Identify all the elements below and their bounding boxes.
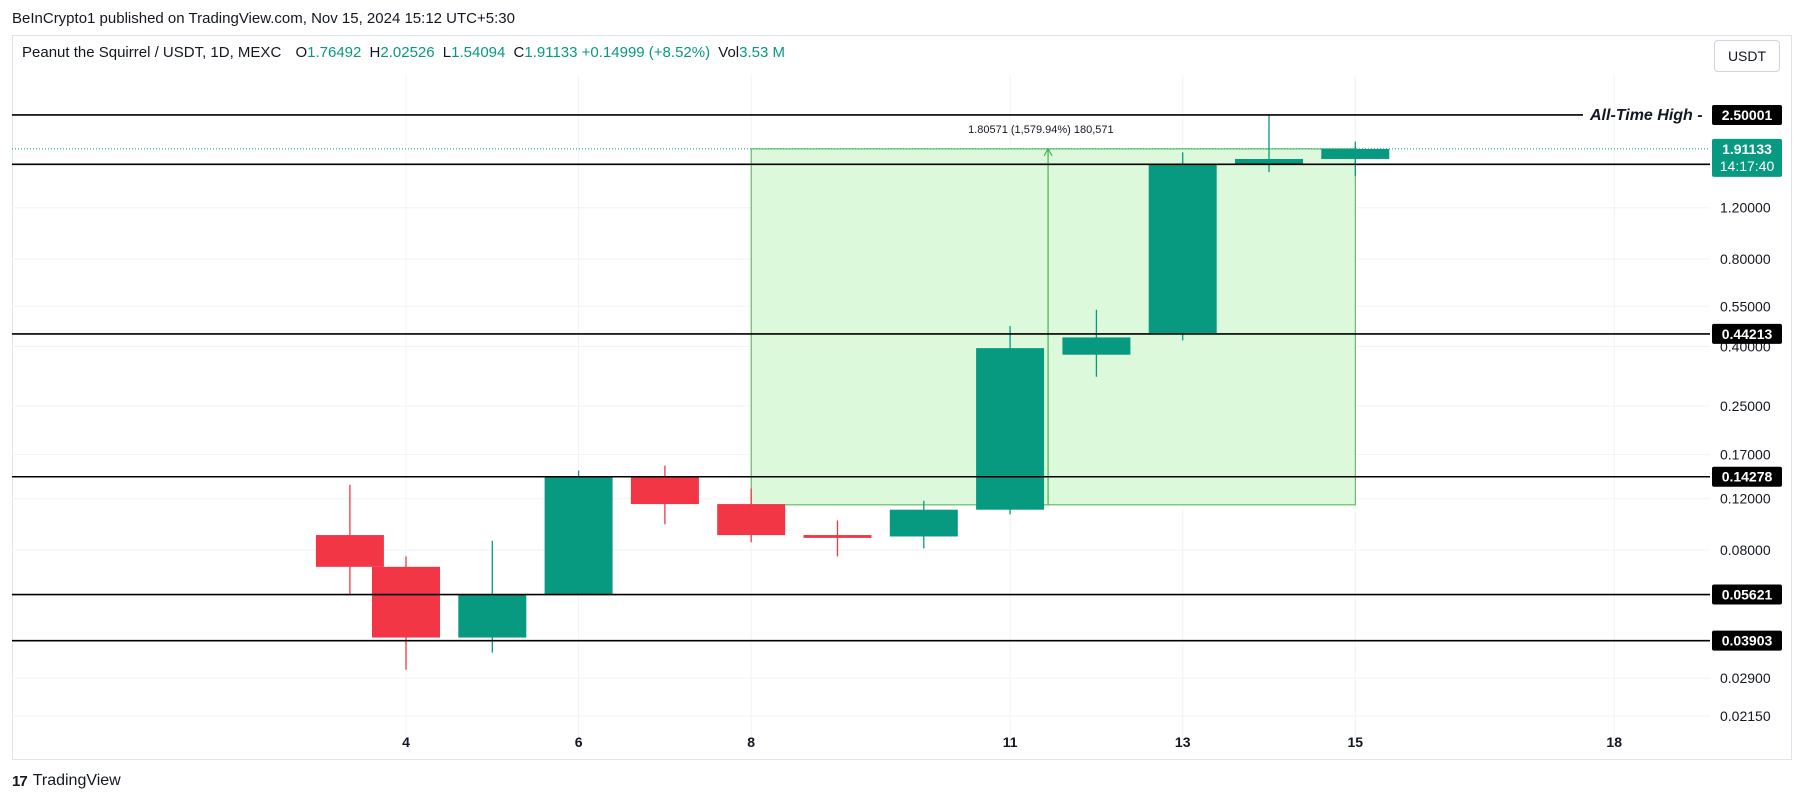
publisher-line: BeInCrypto1 published on TradingView.com…	[12, 10, 515, 27]
candle-countdown-label: 14:17:40	[1720, 158, 1775, 174]
low-value: 1.54094	[451, 44, 506, 61]
candle-body	[372, 566, 440, 638]
level-price-tag	[1712, 630, 1782, 651]
x-tick-label: 13	[1175, 734, 1191, 750]
candle-body	[1235, 158, 1303, 165]
tradingview-logo-icon: 17	[12, 772, 28, 790]
y-tick-label: 0.12000	[1720, 491, 1771, 507]
level-price-tag-label: 2.50001	[1722, 107, 1773, 123]
y-tick-label: 1.20000	[1720, 200, 1771, 216]
y-tick-label: 0.02150	[1720, 708, 1771, 724]
x-tick-label: 15	[1348, 734, 1364, 750]
candle-body	[315, 535, 384, 567]
y-tick-label: 0.55000	[1720, 298, 1771, 314]
measurement-label: 1.80571 (1,579.94%) 180,571	[968, 124, 1114, 136]
change-value: +0.14999 (+8.52%)	[581, 44, 711, 61]
candle-body	[889, 509, 958, 537]
y-tick-label: 0.80000	[1720, 251, 1771, 267]
open-label: O	[295, 44, 308, 61]
level-price-tag	[1712, 104, 1782, 125]
volume-label: Vol	[718, 44, 740, 61]
y-tick-label: 0.02900	[1720, 670, 1771, 686]
ath-annotation: All-Time High -	[1589, 107, 1703, 124]
level-price-tag	[1712, 323, 1782, 344]
measurement-box	[750, 148, 1356, 506]
current-price-label: 1.91133	[1722, 141, 1772, 157]
tradingview-brand: TradingView	[32, 772, 121, 789]
level-price-tag-label: 0.05621	[1722, 587, 1773, 603]
close-label: C	[513, 44, 525, 61]
high-label: H	[369, 44, 381, 61]
candle-body	[1062, 337, 1131, 355]
candle-body	[1148, 164, 1217, 334]
level-price-tag	[1712, 584, 1782, 605]
chart-frame	[12, 35, 1792, 760]
volume-value: 3.53 M	[739, 44, 785, 61]
measurement-arrow-head	[1043, 147, 1053, 157]
candle-body	[1321, 148, 1390, 159]
ohlc-legend: Peanut the Squirrel / USDT, 1D, MEXC O1.…	[22, 44, 785, 61]
candle-body	[803, 535, 872, 538]
level-price-tag-label: 0.44213	[1722, 326, 1773, 342]
x-tick-label: 8	[747, 734, 755, 750]
x-tick-label: 4	[402, 734, 410, 750]
close-value: 1.91133	[524, 44, 578, 61]
x-tick-label: 18	[1606, 734, 1622, 750]
candle-body	[458, 594, 527, 638]
high-value: 2.02526	[380, 44, 435, 61]
y-tick-label: 0.08000	[1720, 542, 1771, 558]
open-value: 1.76492	[307, 44, 362, 61]
y-tick-label: 0.25000	[1720, 398, 1771, 414]
currency-button[interactable]: USDT	[1714, 40, 1780, 72]
y-tick-label: 0.17000	[1720, 447, 1771, 463]
x-tick-label: 6	[575, 734, 583, 750]
level-price-tag	[1712, 466, 1782, 487]
symbol-title[interactable]: Peanut the Squirrel / USDT, 1D, MEXC	[22, 44, 282, 61]
candle-body	[544, 476, 613, 595]
candle-body	[630, 476, 699, 505]
level-price-tag-label: 0.03903	[1722, 633, 1773, 649]
low-label: L	[442, 44, 452, 61]
current-price-tag	[1712, 138, 1782, 177]
x-tick-label: 11	[1003, 734, 1018, 750]
level-price-tag-label: 0.14278	[1722, 469, 1773, 485]
candle-body	[717, 504, 786, 536]
tradingview-logo[interactable]: 17 TradingView	[12, 772, 121, 790]
candle-body	[976, 348, 1045, 510]
